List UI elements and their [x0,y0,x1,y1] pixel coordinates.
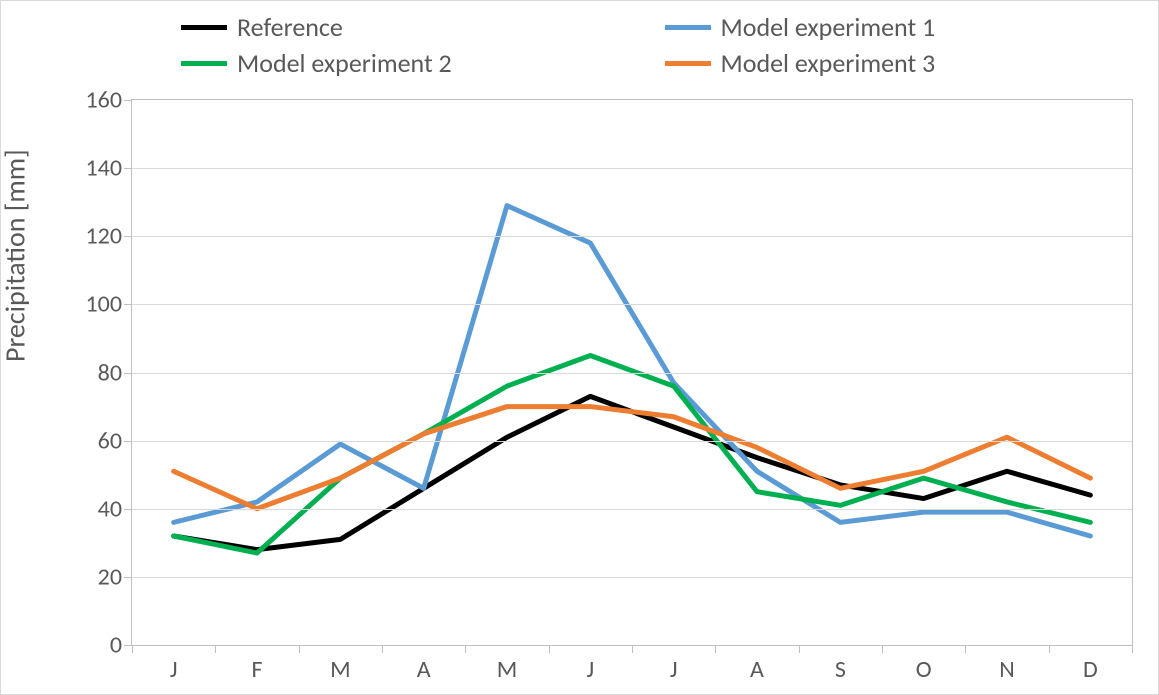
x-tick [1049,645,1050,653]
y-tick [124,509,132,510]
legend-item: Model experiment 3 [665,47,1119,79]
y-tick [124,100,132,101]
x-tick-label: J [170,655,178,684]
y-tick-label: 20 [62,562,122,591]
y-tick [124,373,132,374]
series-line [174,407,1091,509]
legend-swatch [181,25,227,30]
legend: Reference Model experiment 1 Model experim… [181,11,1118,79]
y-tick-label: 160 [62,86,122,115]
x-tick-label: M [330,655,351,684]
legend-swatch [665,25,711,30]
x-tick [465,645,466,653]
gridline [132,577,1132,578]
x-tick [549,645,550,653]
legend-label: Reference [237,11,343,43]
x-tick-label: A [750,655,764,684]
gridline [132,236,1132,237]
y-tick-label: 100 [62,290,122,319]
x-tick [382,645,383,653]
y-tick [124,304,132,305]
x-tick [715,645,716,653]
gridline [132,441,1132,442]
y-tick [124,168,132,169]
x-tick-label: F [251,655,262,684]
legend-item: Model experiment 1 [665,11,1119,43]
x-tick-label: O [916,655,932,684]
legend-swatch [181,61,227,66]
gridline [132,304,1132,305]
x-tick-label: S [835,655,846,684]
y-tick-label: 40 [62,494,122,523]
x-tick-label: M [497,655,518,684]
legend-item: Reference [181,11,635,43]
gridline [132,509,1132,510]
legend-item: Model experiment 2 [181,47,635,79]
legend-label: Model experiment 3 [721,47,936,79]
y-tick-label: 60 [62,426,122,455]
y-tick-label: 0 [62,631,122,660]
x-tick [632,645,633,653]
series-line [174,355,1091,553]
y-tick-label: 140 [62,154,122,183]
x-tick-label: D [1083,655,1098,684]
y-tick [124,645,132,646]
x-tick-label: N [999,655,1015,684]
gridline [132,373,1132,374]
x-tick [215,645,216,653]
x-tick [132,645,133,653]
y-tick-label: 120 [62,222,122,251]
gridline [132,168,1132,169]
y-tick [124,441,132,442]
x-tick-label: A [417,655,431,684]
plot-area: 020406080100120140160JFMAMJJASOND [131,99,1133,646]
legend-swatch [665,61,711,66]
y-tick [124,236,132,237]
series-line [174,396,1091,549]
chart-container: Reference Model experiment 1 Model experim… [0,0,1159,695]
x-tick [299,645,300,653]
x-tick [965,645,966,653]
y-tick [124,577,132,578]
y-axis-title: Precipitation [mm] [0,149,33,362]
legend-label: Model experiment 1 [721,11,936,43]
x-tick [1132,645,1133,653]
x-tick [799,645,800,653]
legend-label: Model experiment 2 [237,47,452,79]
y-tick-label: 80 [62,358,122,387]
x-tick [882,645,883,653]
x-tick-label: J [670,655,678,684]
x-tick-label: J [587,655,595,684]
